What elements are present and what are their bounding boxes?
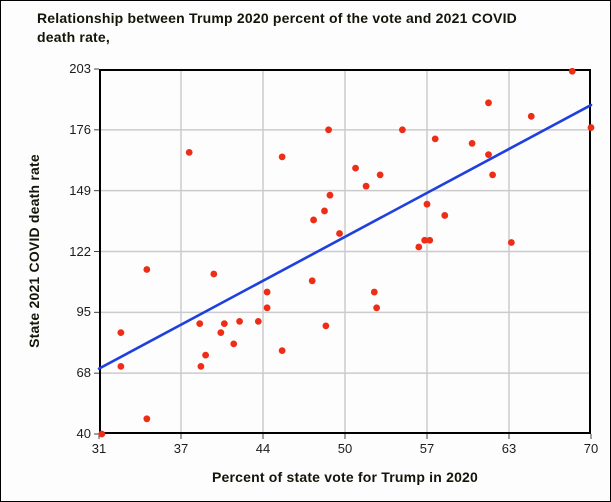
chart-title-line2: death rate,	[37, 28, 110, 45]
data-point	[336, 230, 343, 237]
trend-line	[97, 103, 593, 370]
data-point	[321, 207, 328, 215]
y-tick-label: 176	[69, 121, 91, 137]
data-point	[185, 148, 193, 156]
data-point	[431, 135, 439, 143]
data-point	[370, 288, 378, 296]
x-tick-label: 63	[501, 441, 517, 456]
chart-title-line1: Relationship between Trump 2020 percent …	[37, 10, 517, 26]
data-point	[489, 171, 496, 179]
data-point	[98, 430, 106, 438]
x-tick-label: 50	[337, 441, 353, 456]
y-tick-label: 40	[76, 426, 91, 441]
data-point	[326, 191, 334, 199]
data-point	[399, 126, 406, 134]
x-tick-label: 31	[91, 441, 107, 456]
data-point	[254, 317, 262, 325]
data-point	[196, 320, 204, 327]
data-point	[217, 329, 225, 337]
data-point	[485, 99, 492, 107]
data-point	[423, 200, 431, 208]
data-point	[376, 171, 384, 179]
data-point	[263, 304, 271, 312]
data-point	[117, 329, 125, 337]
y-axis-title: State 2021 COVID death rate	[26, 154, 42, 348]
data-point	[587, 124, 595, 131]
data-point	[426, 236, 434, 244]
y-tick-label: 149	[69, 182, 91, 198]
data-point	[468, 139, 476, 147]
x-tick-label: 57	[419, 441, 435, 456]
data-point	[308, 277, 316, 285]
data-point	[325, 126, 332, 134]
x-tick-label: 37	[173, 441, 189, 456]
data-point	[507, 239, 515, 246]
plot-border	[99, 69, 591, 434]
x-axis-title: Percent of state vote for Trump in 2020	[211, 469, 479, 485]
y-tick-label: 122	[69, 243, 91, 259]
data-point	[352, 164, 359, 172]
data-point	[236, 317, 243, 325]
data-point	[485, 151, 492, 159]
chart-title: Relationship between Trump 2020 percent …	[37, 9, 603, 47]
data-point	[421, 236, 429, 244]
data-point	[197, 363, 205, 370]
data-point	[230, 340, 238, 348]
data-point	[278, 153, 286, 161]
data-point	[310, 216, 317, 224]
data-point	[527, 112, 535, 120]
x-tick-label: 70	[583, 441, 599, 456]
data-point	[117, 363, 125, 370]
data-point	[568, 68, 576, 75]
data-point	[220, 320, 228, 327]
data-point	[143, 415, 151, 423]
data-point	[362, 182, 370, 190]
y-tick-label: 203	[69, 61, 91, 76]
data-point	[202, 351, 209, 359]
plot-area	[94, 68, 595, 439]
data-point	[373, 304, 381, 312]
data-point	[322, 322, 330, 330]
data-point	[441, 212, 449, 219]
data-point	[415, 243, 423, 251]
data-point	[263, 288, 271, 296]
data-point	[210, 270, 218, 278]
data-point	[143, 266, 151, 273]
y-tick-label: 68	[76, 365, 91, 381]
x-tick-label: 44	[255, 441, 271, 456]
y-tick-label: 95	[76, 304, 91, 320]
data-point	[278, 347, 286, 355]
